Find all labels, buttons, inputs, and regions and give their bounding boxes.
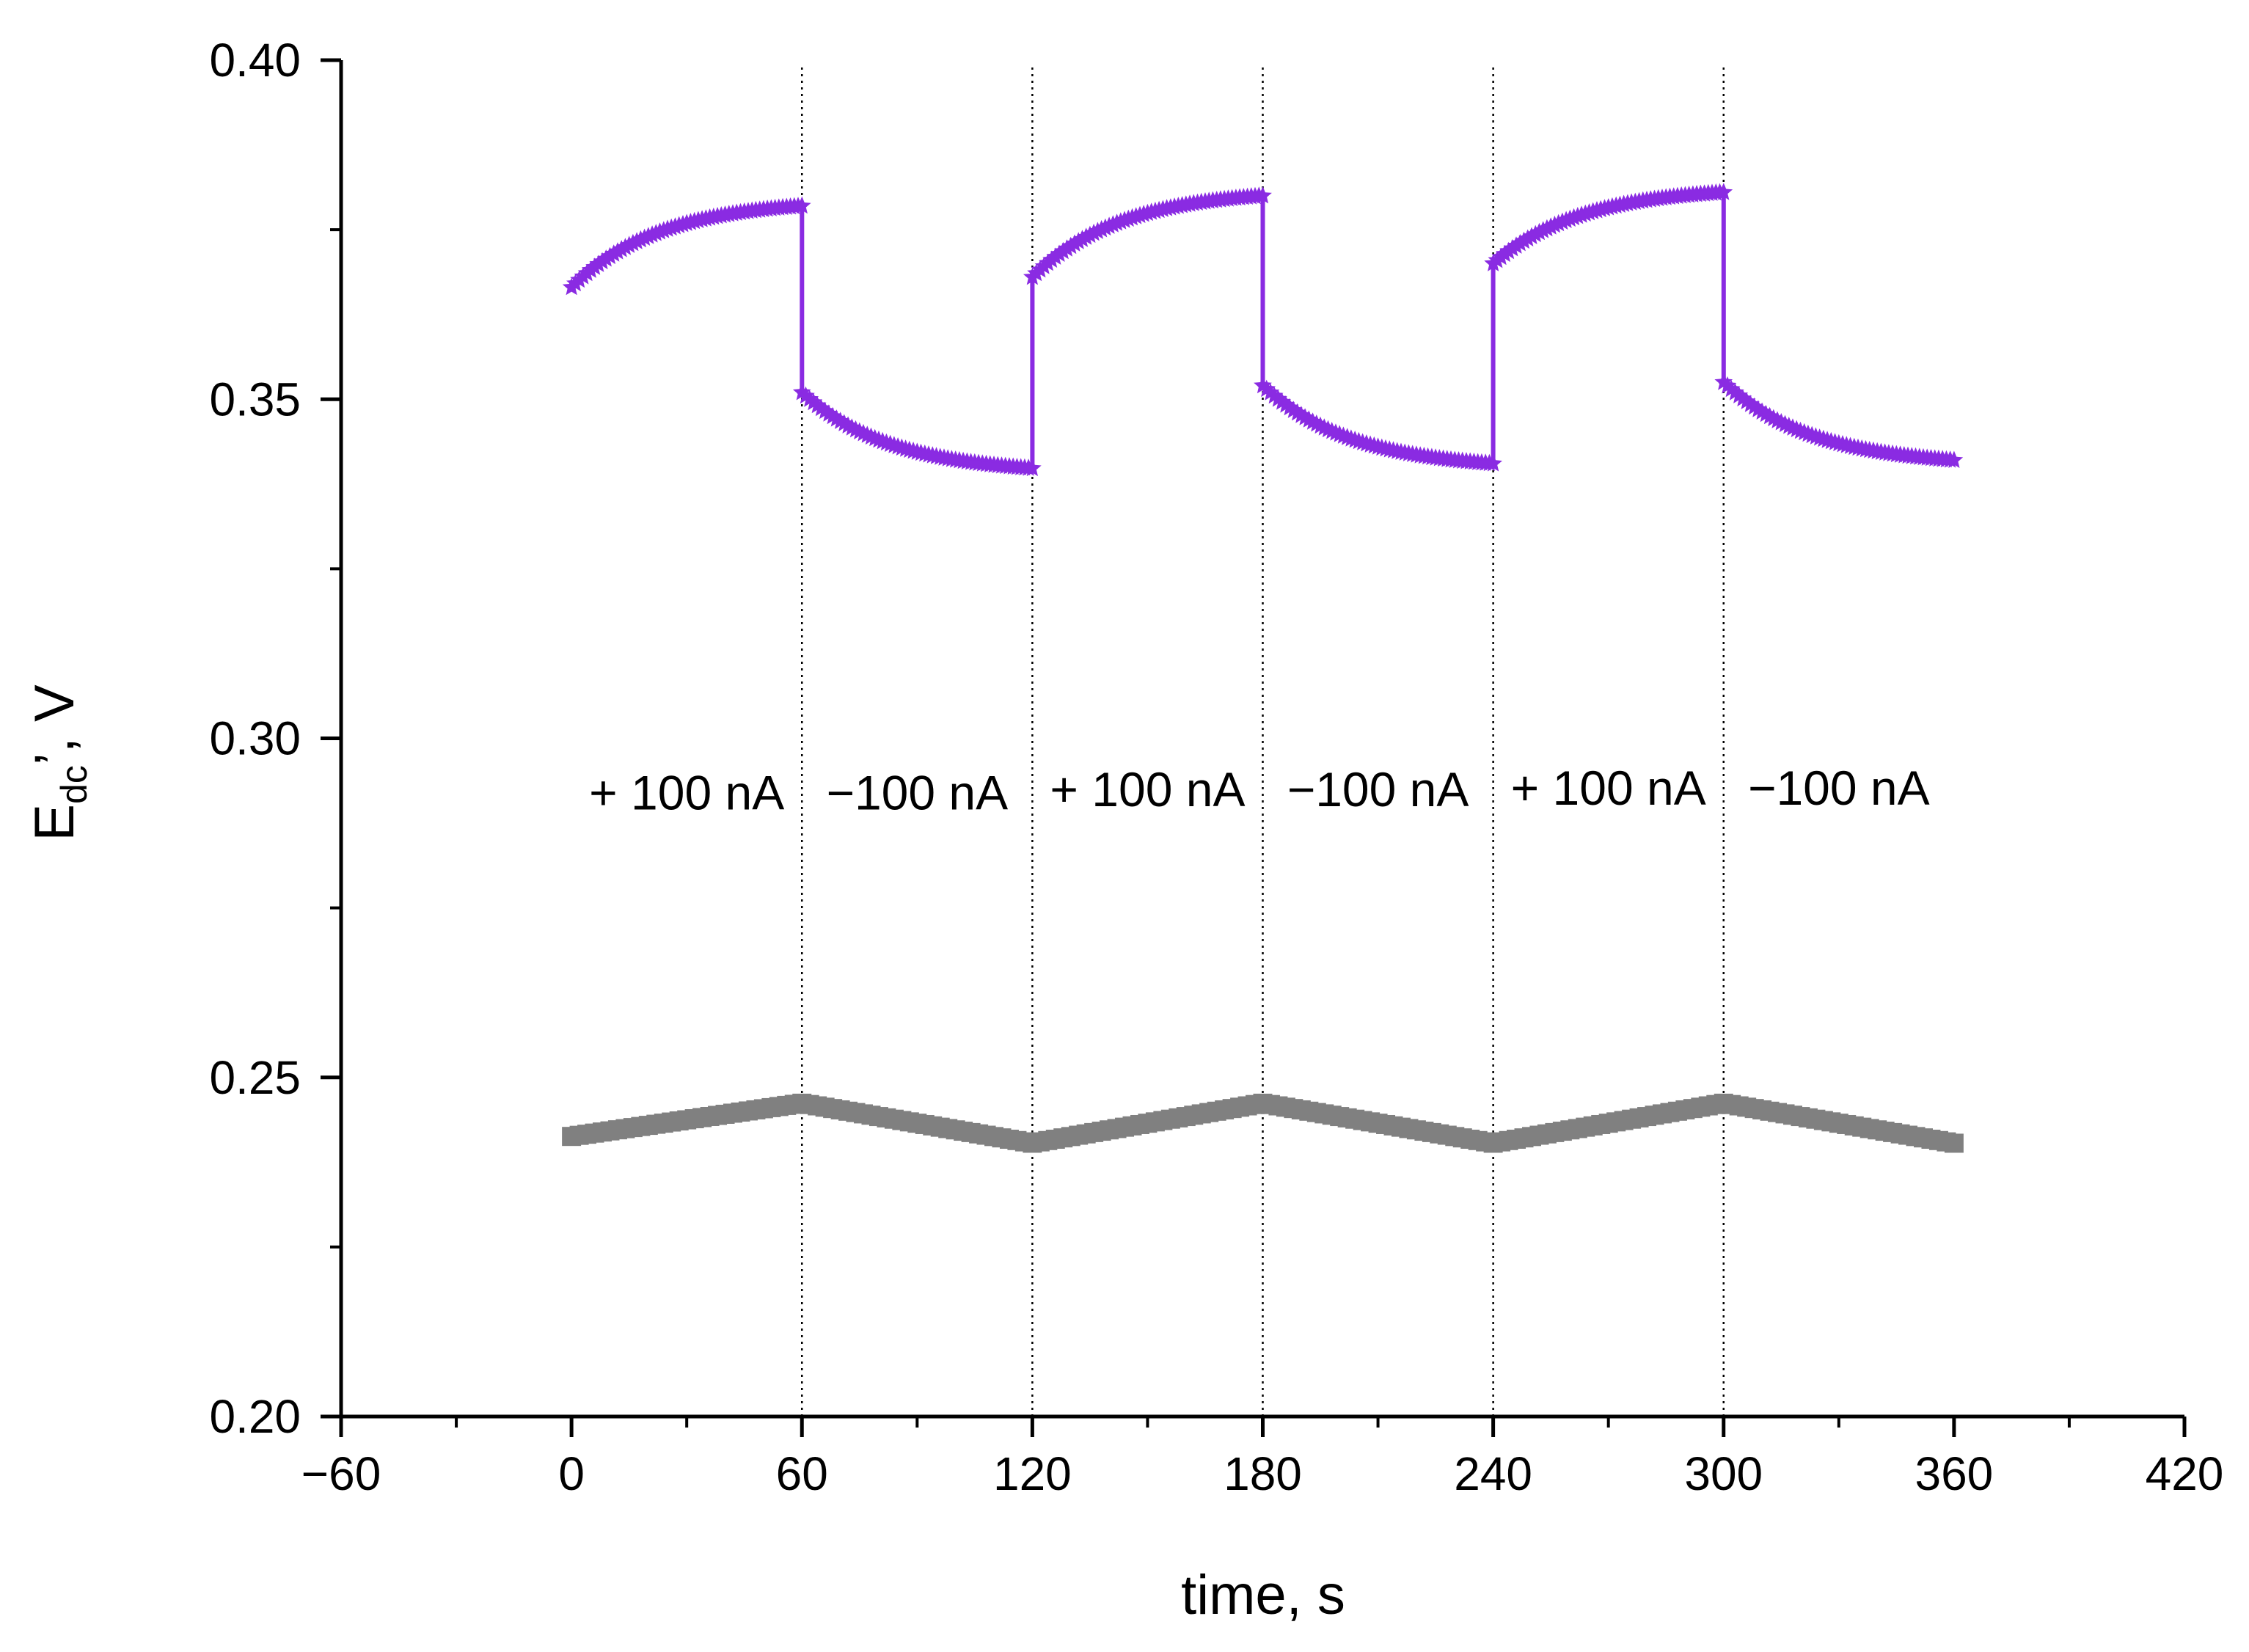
current-annotation: −100 nA — [1287, 762, 1469, 816]
upper-series-point — [1254, 186, 1272, 204]
current-annotation: −100 nA — [826, 766, 1008, 820]
y-axis-title-suffix: ’, V — [23, 684, 86, 765]
upper-series-point — [1023, 458, 1042, 477]
y-axis-title-main: E — [23, 804, 86, 841]
upper-series-point — [1945, 450, 1964, 468]
x-tick-label: 180 — [1224, 1447, 1302, 1500]
upper-series-point — [1484, 454, 1502, 472]
x-tick-label: −60 — [301, 1447, 381, 1500]
lower-series-point — [1944, 1133, 1964, 1153]
y-tick-label: 0.25 — [209, 1051, 301, 1104]
y-axis-title: Edc’, V — [23, 684, 95, 841]
upper-series-point — [792, 196, 811, 214]
upper-series-line — [570, 190, 1955, 471]
axes — [321, 58, 2187, 1437]
labels: −60 0 60 120 180 240 300 360 420 0.20 0.25 0.30 0.35… — [209, 34, 2223, 1500]
x-tick-label: 120 — [993, 1447, 1072, 1500]
y-axis-title-subscript: dc — [54, 765, 95, 804]
x-tick-label: 0 — [558, 1447, 585, 1500]
current-annotation: + 100 nA — [1050, 762, 1245, 816]
y-tick-label: 0.40 — [209, 34, 301, 87]
x-tick-label: 240 — [1454, 1447, 1532, 1500]
x-tick-label: 360 — [1915, 1447, 1993, 1500]
x-tick-label: 300 — [1684, 1447, 1763, 1500]
upper-series-point — [1714, 183, 1733, 200]
current-annotation: + 100 nA — [589, 766, 784, 820]
current-annotation: + 100 nA — [1511, 761, 1706, 815]
y-tick-label: 0.20 — [209, 1390, 301, 1443]
current-annotation: −100 nA — [1748, 761, 1930, 815]
x-tick-label: 60 — [776, 1447, 828, 1500]
y-tick-label: 0.30 — [209, 712, 301, 765]
series-layer — [562, 183, 1964, 1153]
y-tick-label: 0.35 — [209, 373, 301, 425]
x-axis-title: time, s — [1181, 1564, 1345, 1626]
x-tick-label: 420 — [2146, 1447, 2224, 1500]
